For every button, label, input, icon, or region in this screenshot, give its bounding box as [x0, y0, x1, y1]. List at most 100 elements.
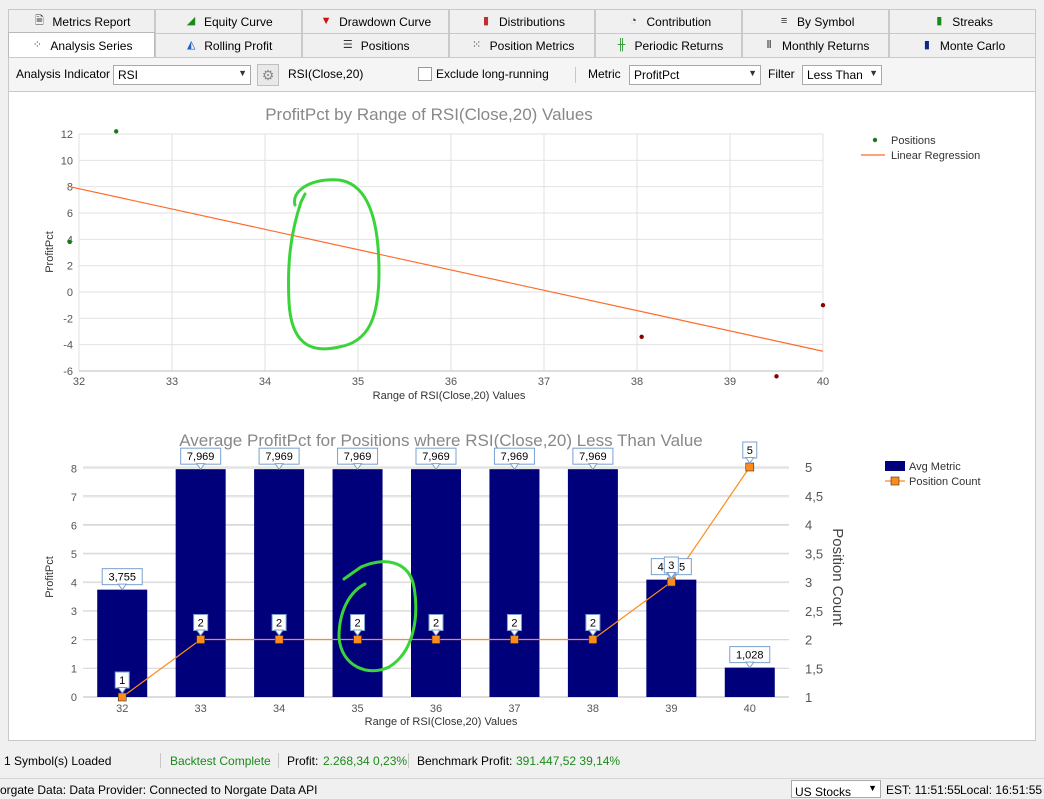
y2-tick-label: 3,5 [805, 546, 823, 561]
data-provider-text: orgate Data: Data Provider: Connected to… [0, 783, 318, 797]
y2-tick-label: 1 [805, 690, 812, 705]
position-count-marker [117, 692, 127, 702]
callout-pointer [587, 463, 598, 471]
tab-label: Metrics Report [52, 14, 131, 29]
y2-tick-label: 5 [805, 460, 812, 475]
tab-label: By Symbol [797, 14, 855, 29]
x-tick-label: 40 [817, 376, 829, 388]
filter-select[interactable]: Less Than ▼ [802, 65, 882, 85]
x-axis-label: Range of RSI(Close,20) Values [365, 716, 518, 728]
tab-metrics-report[interactable]: 🗎 Metrics Report [8, 9, 155, 33]
y2-axis-label: Position Count [829, 528, 846, 626]
y2-tick-label: 2 [805, 633, 812, 648]
list-icon: ☰ [342, 39, 353, 51]
bar [411, 469, 461, 697]
y-axis-label: ProfitPct [44, 556, 56, 598]
bar-value-label: 7,969 [422, 451, 450, 463]
tab-equity-curve[interactable]: ◢ Equity Curve [154, 9, 302, 33]
position-count-marker [510, 635, 519, 644]
x-tick-label: 36 [445, 376, 457, 388]
callout-pointer [117, 687, 128, 694]
x-tick-label: 37 [508, 703, 520, 715]
y-tick-label: 5 [71, 549, 77, 561]
bar-value-label: 7,969 [579, 451, 607, 463]
benchmark-profit-value: 391.447,52 39,14% [516, 754, 621, 768]
area-chart-icon: ◢ [186, 15, 196, 27]
bar [567, 469, 618, 697]
tab-label: Analysis Series [50, 38, 133, 53]
callout-pointer [352, 629, 363, 637]
bar [489, 469, 540, 697]
callout-pointer [744, 457, 755, 464]
tab-drawdown-curve[interactable]: ▼ Drawdown Curve [301, 9, 449, 33]
position-count-marker [196, 635, 205, 644]
y2-tick-label: 1,5 [805, 661, 823, 676]
tab-positions[interactable]: ☰ Positions [301, 33, 449, 57]
backtest-status-text: Backtest Complete [170, 754, 271, 768]
tab-label: Streaks [952, 14, 993, 29]
profit-value: 2.268,34 0,23% [323, 754, 408, 768]
x-tick-label: 35 [352, 376, 364, 388]
x-tick-label: 33 [195, 703, 207, 715]
x-tick-label: 38 [631, 376, 643, 388]
tab-label: Drawdown Curve [339, 14, 432, 29]
y-tick-label: 2 [71, 635, 77, 647]
indicator-settings-button[interactable]: ⚙ [257, 64, 279, 86]
count-value-label: 1 [119, 675, 125, 687]
bar [646, 579, 697, 697]
tab-monthly-returns[interactable]: Ⅱ Monthly Returns [742, 33, 890, 57]
chevron-down-icon: ▼ [748, 68, 757, 78]
legend-marker-positions [872, 137, 878, 143]
tab-streaks[interactable]: ▮ Streaks [889, 9, 1037, 33]
analysis-indicator-select[interactable]: RSI ▼ [113, 65, 251, 85]
document-icon: 🗎 [34, 15, 44, 27]
bar-value-label: 1,028 [736, 650, 764, 662]
bar-chart-title: Average ProfitPct for Positions where RS… [179, 431, 702, 450]
tab-position-metrics[interactable]: ⁙ Position Metrics [448, 33, 596, 57]
status-divider [160, 753, 161, 768]
market-select[interactable]: US Stocks ▼ [791, 780, 881, 799]
tab-label: Distributions [498, 14, 566, 29]
y-tick-label: -4 [63, 340, 73, 352]
tab-contribution[interactable]: ◔ Contribution [595, 9, 743, 33]
analysis-indicator-value: RSI [118, 68, 139, 82]
y-tick-label: -6 [63, 366, 73, 378]
exclude-long-running-checkbox[interactable] [418, 67, 432, 81]
y-tick-label: 4 [71, 578, 77, 590]
scatter-point [820, 302, 826, 308]
count-value-label: 2 [433, 618, 439, 630]
position-count-marker [353, 635, 362, 644]
x-tick-label: 35 [351, 703, 363, 715]
bar [724, 667, 775, 697]
bar-value-label: 7,969 [265, 451, 293, 463]
tab-label: Periodic Returns [634, 38, 724, 53]
tab-distributions[interactable]: ▮ Distributions [448, 9, 596, 33]
callout-pointer [274, 463, 285, 471]
scatter-icon: ⁘ [32, 39, 43, 51]
scatter-point [639, 334, 644, 339]
market-value: US Stocks [795, 785, 852, 799]
metric-value: ProfitPct [634, 68, 680, 82]
streaks-icon: ▮ [936, 15, 943, 27]
analysis-toolbar: Analysis Indicator RSI ▼ ⚙ RSI(Close,20)… [8, 57, 1036, 91]
y2-tick-label: 4,5 [805, 489, 823, 504]
tab-periodic-returns[interactable]: ╫ Periodic Returns [595, 33, 743, 57]
tab-rolling-profit[interactable]: ◭ Rolling Profit [154, 33, 302, 57]
count-value-label: 2 [276, 618, 282, 630]
position-count-marker [431, 635, 441, 644]
chevron-down-icon: ▼ [868, 783, 877, 793]
tab-label: Monte Carlo [939, 38, 1006, 53]
bar-value-label: 7,969 [501, 451, 529, 463]
tab-label: Contribution [646, 14, 712, 29]
y-tick-label: 1 [71, 663, 77, 675]
chevron-down-icon: ▼ [869, 68, 878, 78]
tab-analysis-series[interactable]: ⁘ Analysis Series [8, 32, 155, 58]
tab-monte-carlo[interactable]: ▮ Monte Carlo [889, 33, 1037, 57]
x-tick-label: 34 [259, 376, 271, 388]
bar [254, 469, 305, 697]
y-tick-label: 8 [71, 463, 77, 475]
tab-by-symbol[interactable]: ≡ By Symbol [742, 9, 890, 33]
metric-select[interactable]: ProfitPct ▼ [629, 65, 761, 85]
legend-label-avg-metric: Avg Metric [909, 461, 961, 473]
tab-label: Rolling Profit [204, 38, 273, 53]
